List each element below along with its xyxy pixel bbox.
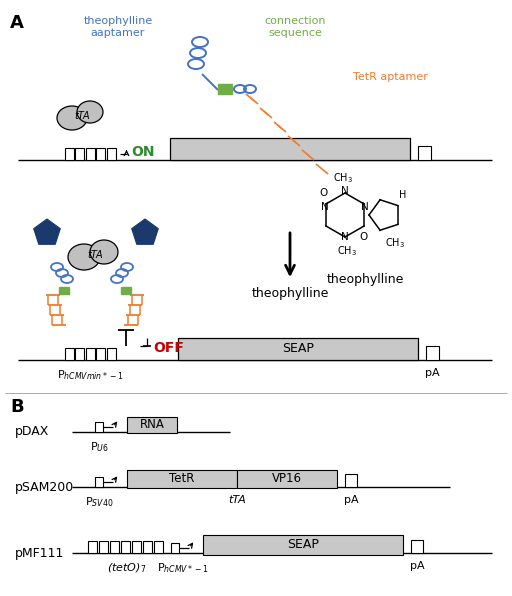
Text: pA: pA (410, 561, 424, 571)
Bar (65, 348, 74, 360)
Bar (237, 470, 337, 488)
Text: pSAM200: pSAM200 (15, 480, 74, 493)
Text: P$_{hCMVmin*-1}$: P$_{hCMVmin*-1}$ (57, 368, 123, 382)
Text: P$_{U6}$: P$_{U6}$ (90, 440, 109, 454)
Text: N: N (341, 186, 349, 196)
Bar (127, 470, 237, 488)
Bar (218, 84, 232, 94)
Text: pA: pA (424, 368, 439, 378)
Bar (88, 541, 97, 553)
Text: A: A (10, 14, 24, 32)
Ellipse shape (57, 106, 87, 130)
Text: TetR aptamer: TetR aptamer (353, 72, 428, 82)
Bar (86, 148, 95, 160)
Bar (106, 348, 116, 360)
Bar (95, 477, 103, 487)
Bar (171, 543, 179, 553)
Text: O: O (319, 188, 327, 198)
Text: theophylline
aaptamer: theophylline aaptamer (83, 16, 153, 38)
Bar (59, 287, 69, 294)
Text: ON: ON (132, 145, 155, 159)
Text: B: B (10, 398, 24, 416)
Text: pMF111: pMF111 (15, 547, 65, 560)
Text: H: H (399, 190, 407, 200)
Bar (426, 346, 439, 360)
Text: SEAP: SEAP (282, 343, 314, 355)
Text: P$_{SV40}$: P$_{SV40}$ (85, 495, 113, 509)
Bar (411, 540, 423, 553)
Text: pDAX: pDAX (15, 426, 49, 439)
Text: CH$_3$: CH$_3$ (385, 236, 405, 250)
Text: N: N (341, 232, 349, 242)
Text: OFF: OFF (154, 341, 184, 355)
Bar (99, 541, 108, 553)
Bar (127, 417, 177, 433)
Bar (86, 348, 95, 360)
Bar (143, 541, 152, 553)
Text: tTA: tTA (74, 111, 90, 121)
Bar (154, 541, 163, 553)
Bar (203, 535, 403, 555)
Text: theophylline: theophylline (326, 273, 403, 286)
Text: VP16: VP16 (272, 473, 302, 486)
Text: P$_{hCMV*-1}$: P$_{hCMV*-1}$ (157, 561, 209, 575)
Text: pA: pA (344, 495, 358, 505)
Text: ($tetO$)$_7$: ($tetO$)$_7$ (107, 561, 146, 575)
Ellipse shape (90, 240, 118, 264)
Bar (110, 541, 119, 553)
Bar (65, 148, 74, 160)
Ellipse shape (77, 101, 103, 123)
Bar (96, 148, 105, 160)
Text: tTA: tTA (87, 250, 103, 260)
Bar (95, 422, 103, 432)
Text: connection
sequence: connection sequence (264, 16, 326, 38)
Text: O: O (359, 232, 367, 242)
Bar (75, 148, 84, 160)
Bar (170, 138, 410, 160)
Bar (418, 146, 431, 160)
Text: N: N (321, 202, 329, 212)
Bar (106, 148, 116, 160)
Text: CH$_3$: CH$_3$ (333, 171, 353, 185)
Text: SEAP: SEAP (287, 539, 319, 551)
Text: theophylline: theophylline (251, 287, 329, 300)
Bar (132, 541, 141, 553)
Text: TetR: TetR (169, 473, 195, 486)
Bar (96, 348, 105, 360)
Bar (75, 348, 84, 360)
Text: N: N (361, 202, 369, 212)
Text: CH$_3$: CH$_3$ (337, 244, 357, 258)
Text: RNA: RNA (140, 418, 164, 432)
Bar (121, 287, 131, 294)
Bar (178, 338, 418, 360)
Ellipse shape (68, 244, 100, 270)
Text: tTA: tTA (228, 495, 246, 505)
Bar (121, 541, 130, 553)
Bar (345, 474, 357, 487)
